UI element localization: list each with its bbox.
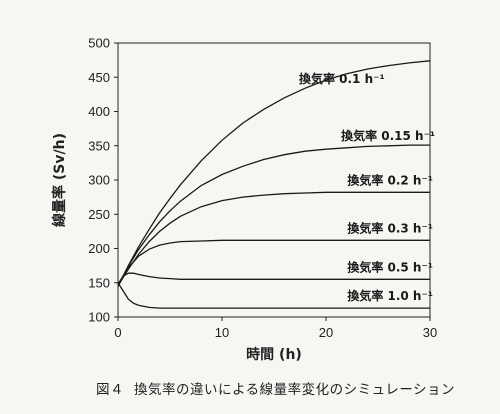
series-line-2 xyxy=(117,191,430,287)
y-tick-label: 500 xyxy=(88,36,110,51)
x-axis-label: 時間 (h) xyxy=(246,346,302,363)
x-tick-label: 0 xyxy=(114,325,121,340)
series-line-4 xyxy=(117,272,430,285)
y-tick-label: 450 xyxy=(88,70,110,85)
series-label-5: 換気率 1.0 h⁻¹ xyxy=(347,288,433,303)
x-tick-label: 20 xyxy=(319,325,333,340)
y-tick-label: 300 xyxy=(88,173,110,188)
series-label-0: 換気率 0.1 h⁻¹ xyxy=(299,71,385,86)
caption-text: 換気率の違いによる線量率変化のシミュレーション xyxy=(134,382,456,398)
x-tick-label: 10 xyxy=(215,325,229,340)
series-label-3: 換気率 0.3 h⁻¹ xyxy=(347,220,433,235)
caption-label: 図４ xyxy=(96,382,124,398)
y-tick-label: 400 xyxy=(88,104,110,119)
series-line-1 xyxy=(117,144,430,287)
x-tick-label: 30 xyxy=(423,325,437,340)
y-tick-label: 200 xyxy=(88,241,110,256)
y-tick-label: 150 xyxy=(88,275,110,290)
series-label-2: 換気率 0.2 h⁻¹ xyxy=(347,172,433,187)
y-tick-label: 100 xyxy=(88,310,110,325)
series-line-3 xyxy=(117,239,430,287)
y-tick-label: 250 xyxy=(88,207,110,222)
series-line-5 xyxy=(117,282,430,309)
series-label-4: 換気率 0.5 h⁻¹ xyxy=(347,259,433,274)
y-tick-label: 350 xyxy=(88,138,110,153)
series-label-1: 換気率 0.15 h⁻¹ xyxy=(341,128,435,143)
series-line-0 xyxy=(117,60,431,287)
figure-caption: 図４ 換気率の違いによる線量率変化のシミュレーション xyxy=(96,378,476,398)
y-axis-label: 線量率 (Sv/h) xyxy=(51,133,68,227)
